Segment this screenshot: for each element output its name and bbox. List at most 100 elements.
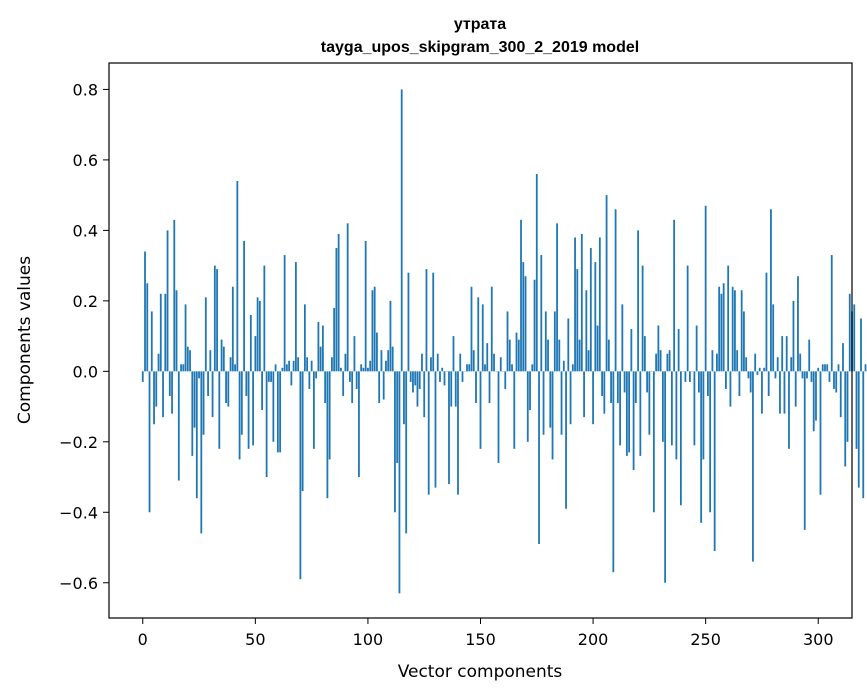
bar-289 (792, 300, 795, 372)
bar-20 (186, 346, 189, 372)
bar-34 (218, 371, 221, 449)
bar-190 (569, 371, 572, 425)
bar-101 (369, 360, 372, 372)
bar-238 (677, 329, 680, 372)
bar-120 (412, 371, 414, 393)
bar-173 (531, 364, 534, 372)
bar-103 (373, 286, 376, 372)
bar-99 (364, 240, 367, 372)
bar-225 (648, 371, 651, 435)
bar-176 (538, 371, 540, 544)
bar-234 (668, 350, 671, 372)
bar-114 (398, 371, 401, 594)
bar-264 (736, 350, 739, 372)
bar-210 (614, 209, 617, 372)
bar-227 (652, 371, 655, 513)
bar-292 (799, 353, 802, 372)
bar-136 (448, 371, 450, 485)
bar-304 (826, 364, 829, 372)
bar-124 (421, 353, 423, 372)
bar-270 (749, 371, 752, 393)
bar-237 (675, 371, 678, 460)
bar-12 (168, 371, 171, 396)
bar-80 (321, 325, 324, 372)
bar-306 (830, 255, 833, 372)
bar-39 (229, 357, 232, 372)
bar-18 (182, 364, 185, 372)
bar-141 (459, 353, 462, 372)
bar-309 (837, 364, 840, 372)
bar-110 (389, 300, 392, 372)
bar-105 (378, 371, 381, 404)
y-tick-label-4: 0.2 (73, 292, 98, 311)
bar-168 (520, 219, 522, 372)
bar-161 (504, 371, 507, 389)
bar-245 (693, 371, 696, 446)
bar-193 (576, 269, 579, 372)
bar-33 (216, 269, 218, 372)
bar-222 (641, 265, 644, 372)
bar-167 (517, 339, 520, 372)
bar-231 (661, 371, 664, 442)
bar-277 (765, 272, 768, 372)
bar-128 (430, 357, 432, 372)
bar-279 (770, 209, 772, 372)
bar-73 (306, 357, 309, 372)
bar-97 (360, 364, 363, 372)
bar-171 (526, 371, 529, 442)
bar-121 (414, 371, 417, 386)
bar-318 (857, 371, 860, 488)
bar-275 (761, 371, 763, 414)
bar-223 (643, 336, 646, 372)
bar-262 (731, 286, 734, 372)
bar-252 (709, 371, 712, 513)
bar-213 (621, 304, 624, 372)
bar-154 (488, 371, 491, 404)
bar-197 (585, 290, 588, 372)
bar-35 (220, 339, 223, 372)
bar-145 (468, 364, 471, 372)
bar-158 (497, 371, 500, 463)
bar-170 (524, 276, 527, 372)
bar-95 (355, 371, 358, 389)
bar-32 (213, 265, 216, 372)
bar-163 (508, 339, 511, 372)
bar-206 (605, 195, 608, 372)
bar-241 (684, 371, 687, 382)
bar-119 (409, 371, 412, 382)
bar-98 (362, 367, 365, 372)
bar-248 (700, 371, 703, 523)
bar-48 (249, 314, 252, 372)
bar-191 (571, 364, 574, 372)
x-tick-label-200: 200 (578, 630, 609, 649)
bar-188 (565, 371, 567, 509)
bar-268 (745, 357, 748, 372)
bar-83 (328, 371, 331, 460)
x-tick-label-50: 50 (245, 630, 265, 649)
bar-207 (607, 339, 610, 372)
bar-247 (698, 371, 700, 393)
bar-46 (245, 371, 248, 396)
bar-212 (619, 371, 621, 446)
bar-182 (551, 371, 554, 460)
bar-123 (418, 371, 421, 389)
bar-54 (263, 265, 266, 372)
bar-85 (333, 307, 336, 372)
bar-61 (279, 371, 282, 453)
bar-2 (146, 283, 149, 372)
bar-288 (790, 357, 793, 372)
bar-290 (794, 371, 797, 407)
bar-6 (155, 371, 158, 407)
bar-75 (310, 360, 313, 372)
bar-219 (634, 371, 637, 404)
bar-91 (346, 223, 349, 372)
y-axis-label: Components values (15, 256, 35, 424)
bar-74 (308, 371, 311, 389)
bar-316 (853, 304, 856, 372)
bar-43 (238, 371, 241, 460)
bar-265 (738, 371, 741, 396)
bar-220 (637, 230, 640, 372)
bar-208 (610, 371, 612, 404)
bar-302 (821, 364, 824, 372)
bar-181 (549, 371, 552, 428)
